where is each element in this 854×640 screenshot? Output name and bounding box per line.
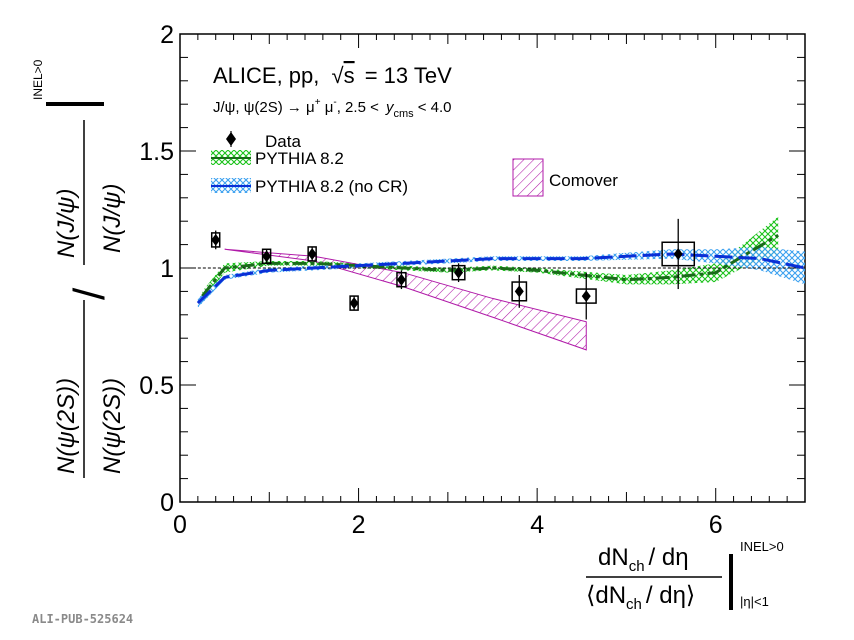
y-tick-label: 0	[160, 489, 174, 517]
legend: Data PYTHIA 8.2 PYTHIA 8.2 (no CR) Comov…	[211, 131, 618, 197]
y-tick-label: 0.5	[139, 372, 174, 400]
svg-text:dNch/ dη: dNch / dη	[598, 544, 689, 575]
energy-label: = 13 TeV	[365, 63, 452, 88]
sys-error-box	[661, 241, 696, 267]
sqrt-s: s	[344, 63, 355, 88]
sqrt-symbol: √	[332, 63, 345, 88]
y-tick-label: 1.5	[139, 138, 174, 166]
x-tick-label: 0	[173, 511, 187, 539]
legend-label-pythia-nocr: PYTHIA 8.2 (no CR)	[255, 177, 408, 196]
data-marker	[262, 250, 272, 263]
data-point	[661, 218, 696, 290]
pythia-line	[201, 233, 779, 298]
watermark-label: ALI-PUB-525624	[32, 612, 133, 626]
legend-label-pythia: PYTHIA 8.2	[255, 149, 344, 168]
data-marker	[349, 297, 359, 310]
x-tick-label: 2	[352, 511, 366, 539]
svg-text:J/ψ, ψ(2S) → μ+ μ-, 2.5 <: J/ψ, ψ(2S) → μ+ μ-, 2.5 < ycms < 4.0	[213, 97, 451, 120]
data-marker	[454, 266, 464, 279]
tick-labels: 0 2 4 6 0 0.5 1 1.5 2	[139, 21, 722, 539]
y-title-den-top: N(J/ψ)	[99, 184, 126, 253]
experiment-label: ALICE, pp,	[213, 63, 319, 88]
data-point	[396, 270, 407, 290]
x-title-num: dN	[598, 544, 629, 571]
legend-item-comover: Comover	[512, 158, 618, 197]
svg-text:⟨dNch/ dη⟩: ⟨dNch / dη⟩	[586, 582, 695, 613]
data-point	[349, 295, 359, 311]
data-marker	[514, 285, 524, 298]
x-title-subscript: |η|<1	[740, 594, 769, 609]
legend-item-pythia-nocr: PYTHIA 8.2 (no CR)	[211, 177, 408, 196]
sys-error-box	[575, 288, 597, 304]
legend-marker-diamond	[226, 132, 236, 146]
model-bands	[197, 216, 805, 351]
data-point	[261, 248, 272, 265]
y-title-bar	[46, 102, 104, 106]
pythia-nocr-line	[196, 252, 806, 305]
y-title-den-bottom: N(ψ(2S))	[99, 378, 126, 474]
y-title-superscript: INEL>0	[31, 59, 45, 100]
svg-text:ALICE, pp, √s = 13: ALICE, pp, √s = 13 TeV	[213, 63, 452, 88]
x-tick-label: 6	[709, 511, 723, 539]
y-axis-title: INEL>0 N(J/ψ) N(J/ψ) / N(ψ(2S)) N(ψ(2S))	[31, 59, 126, 478]
y-tick-label: 1	[160, 255, 174, 283]
plot-header: ALICE, pp, √s = 13 TeV J/ψ, ψ(2S) → μ+ μ…	[213, 63, 452, 120]
x-title-bar	[729, 554, 733, 610]
data-marker	[211, 233, 221, 246]
data-point	[210, 230, 221, 250]
data-point	[511, 275, 528, 308]
x-axis-title: dNch / dη ⟨dNch / dη⟩ INEL>0 |η|<1	[586, 539, 784, 613]
data-marker	[581, 290, 591, 303]
data-point	[575, 272, 597, 320]
sys-error-box	[511, 281, 528, 302]
y-title-slash: /	[65, 287, 114, 300]
data-points	[210, 218, 696, 320]
x-title-superscript: INEL>0	[740, 539, 784, 554]
data-point	[307, 246, 317, 262]
x-title-den: ⟨dN	[586, 582, 626, 609]
data-point	[451, 263, 466, 283]
y-title-num-top: N(J/ψ)	[53, 189, 80, 258]
process-label: J/ψ, ψ(2S) → μ	[213, 99, 315, 116]
legend-label-data: Data	[265, 132, 301, 151]
y-title-num-bottom: N(ψ(2S))	[53, 378, 80, 474]
data-marker	[396, 273, 406, 286]
legend-item-data: Data	[226, 131, 301, 151]
legend-item-pythia: PYTHIA 8.2	[211, 149, 344, 168]
sys-error-box	[451, 264, 466, 281]
legend-label-comover: Comover	[549, 171, 618, 190]
data-marker	[673, 247, 683, 260]
y-tick-label: 2	[160, 21, 174, 49]
x-tick-label: 4	[530, 511, 544, 539]
model-lines	[196, 233, 806, 305]
data-marker	[307, 247, 317, 260]
